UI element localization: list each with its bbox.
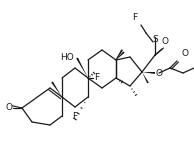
Text: F: F: [72, 112, 78, 121]
Text: O: O: [181, 49, 188, 58]
Text: O: O: [156, 68, 163, 78]
Text: O: O: [5, 104, 12, 113]
Polygon shape: [51, 82, 62, 97]
Text: HO: HO: [60, 53, 74, 62]
Polygon shape: [142, 72, 149, 83]
Polygon shape: [142, 72, 155, 74]
Polygon shape: [116, 51, 125, 60]
Polygon shape: [76, 57, 88, 78]
Text: O: O: [161, 37, 169, 46]
Polygon shape: [116, 49, 123, 60]
Text: F: F: [94, 74, 99, 83]
Text: S: S: [152, 35, 158, 44]
Text: F: F: [133, 13, 138, 22]
